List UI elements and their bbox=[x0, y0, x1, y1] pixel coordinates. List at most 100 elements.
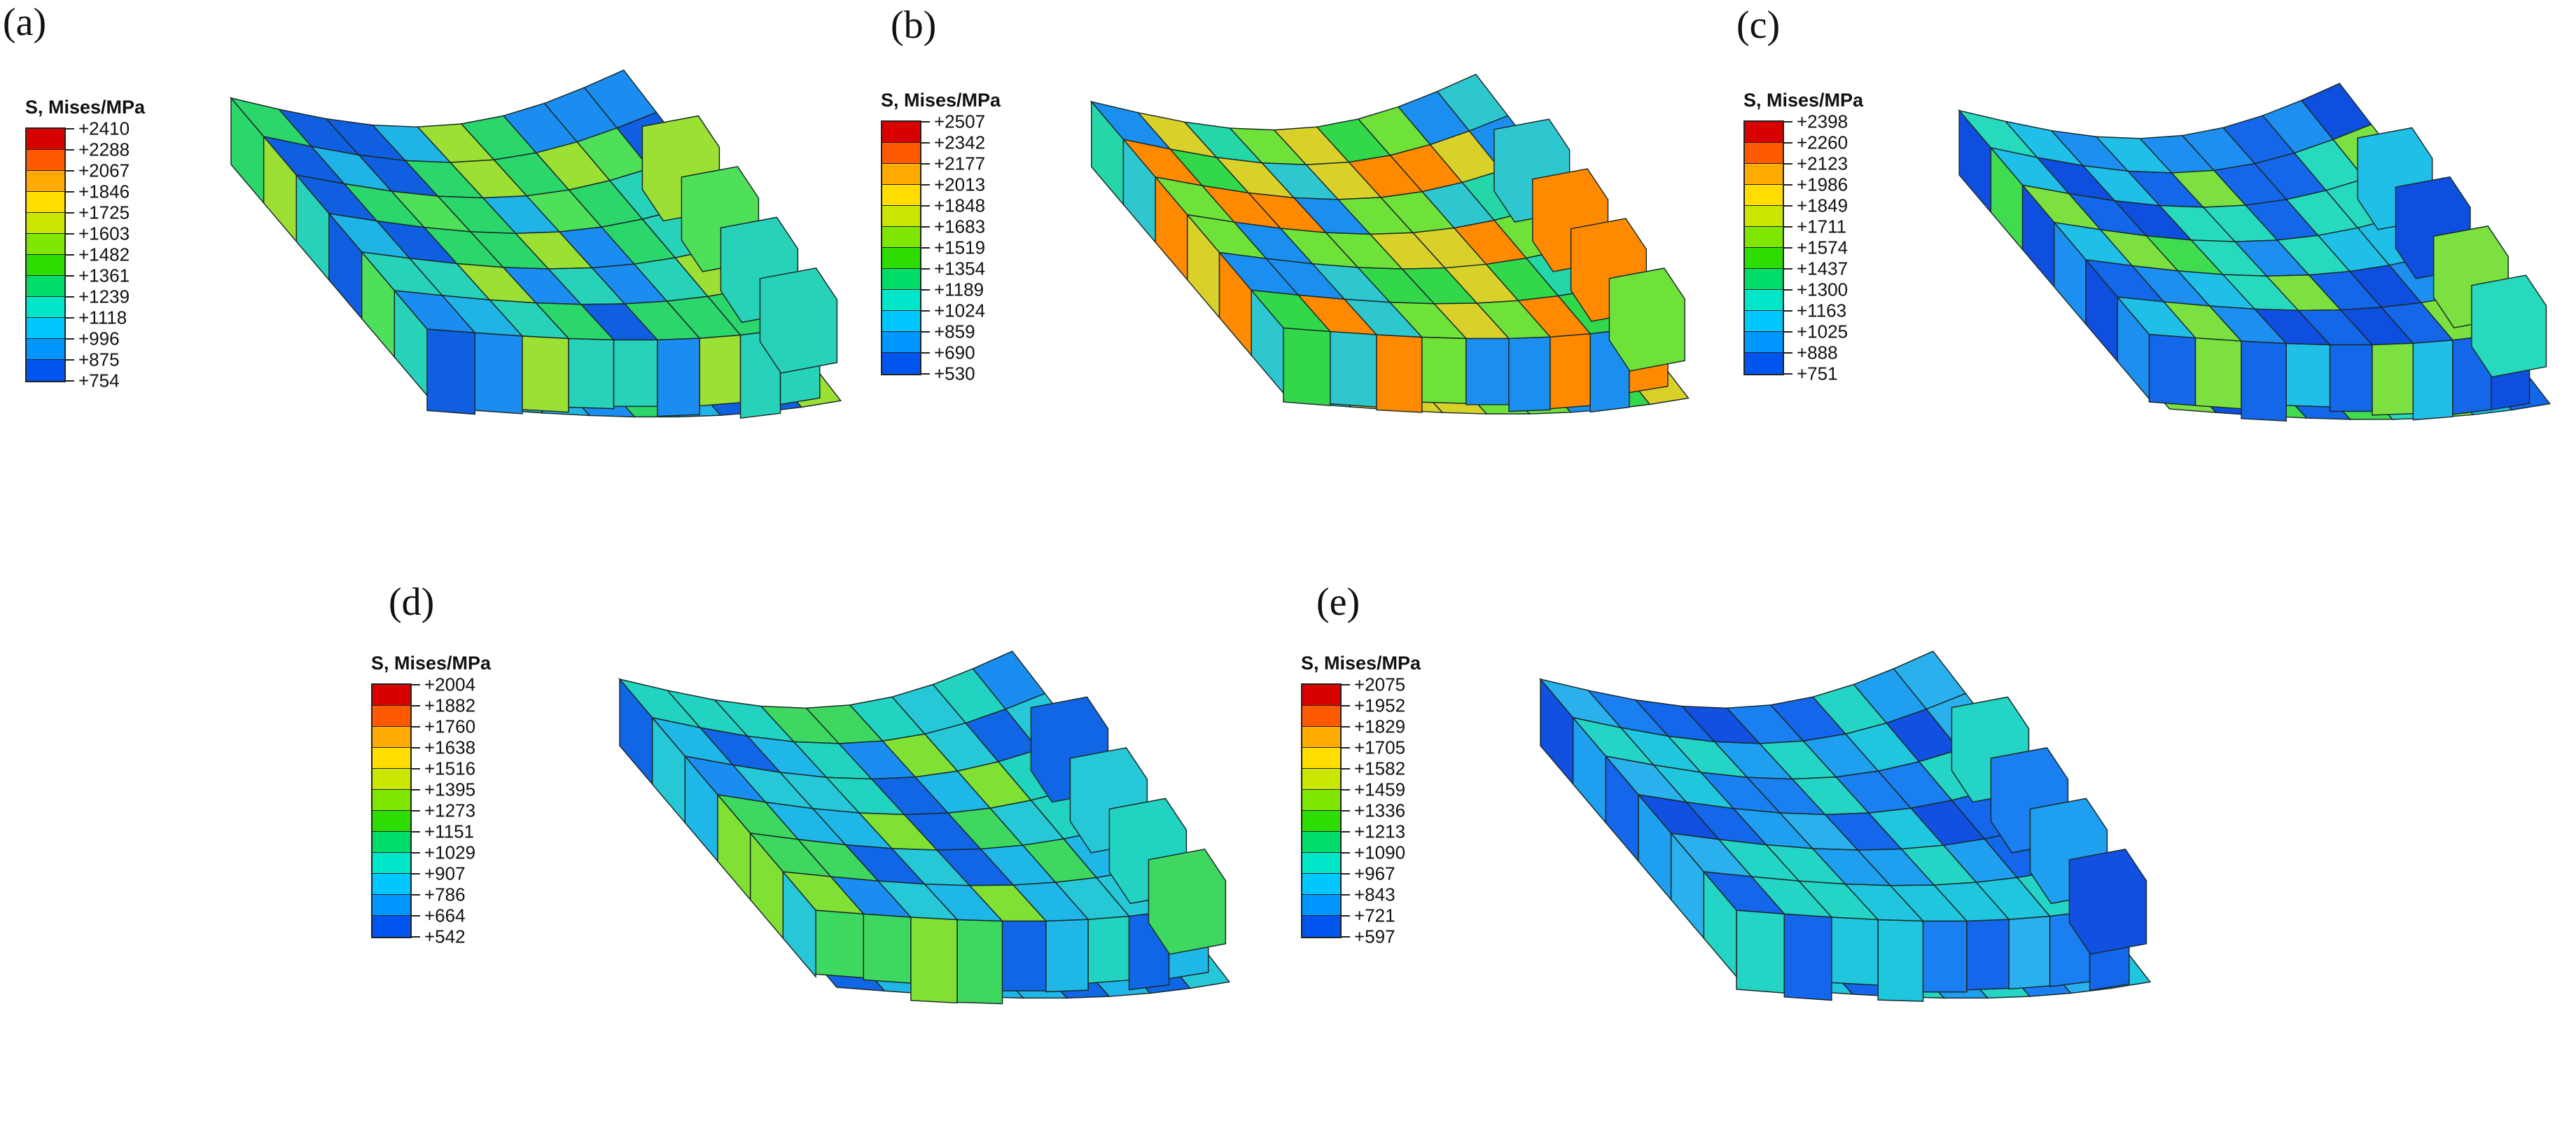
legend-tick bbox=[1783, 226, 1792, 228]
legend-value: +2342 bbox=[934, 132, 986, 153]
color-swatch bbox=[1302, 748, 1340, 769]
legend-tick bbox=[64, 212, 74, 214]
color-swatch bbox=[373, 769, 410, 790]
legend-value: +1829 bbox=[1354, 716, 1406, 737]
mesh-element bbox=[657, 337, 700, 417]
legend-tick bbox=[920, 142, 930, 144]
mesh-group bbox=[1089, 74, 1690, 415]
legend-value: +1848 bbox=[934, 195, 986, 216]
legend-tick bbox=[920, 310, 930, 312]
legend-value: +1952 bbox=[1354, 695, 1406, 716]
color-scale bbox=[371, 683, 412, 938]
legend-value: +1151 bbox=[424, 821, 475, 842]
legend-tick bbox=[1340, 789, 1350, 791]
color-swatch bbox=[27, 339, 64, 360]
mesh-element bbox=[2008, 915, 2051, 990]
color-swatch bbox=[373, 790, 410, 811]
legend-tick bbox=[1340, 810, 1350, 812]
mesh-element bbox=[2194, 337, 2242, 410]
legend-value: +1189 bbox=[934, 279, 984, 300]
legend-tick bbox=[920, 247, 930, 249]
mesh-element bbox=[1877, 919, 1924, 1002]
mesh-element bbox=[2471, 274, 2547, 378]
legend-value: +1024 bbox=[934, 300, 986, 321]
legend-tick bbox=[64, 191, 74, 193]
color-swatch bbox=[1302, 832, 1340, 853]
color-swatch bbox=[882, 164, 920, 185]
legend-value: +875 bbox=[78, 349, 120, 370]
color-swatch bbox=[373, 895, 410, 916]
legend-tick bbox=[410, 768, 420, 770]
panel-label: (a) bbox=[3, 1, 47, 44]
color-swatch bbox=[1302, 685, 1340, 706]
legend-value: +2004 bbox=[424, 674, 476, 695]
legend-tick bbox=[920, 352, 930, 354]
color-swatch bbox=[373, 916, 410, 937]
legend-tick bbox=[410, 936, 420, 938]
mesh-element bbox=[2285, 342, 2331, 408]
color-swatch bbox=[27, 297, 64, 318]
color-swatch bbox=[373, 706, 410, 727]
legend-value: +2260 bbox=[1797, 132, 1849, 153]
mesh-group bbox=[618, 650, 1231, 1005]
legend-tick bbox=[1783, 184, 1792, 186]
legend-value: +597 bbox=[1354, 926, 1395, 947]
legend-value: +1459 bbox=[1354, 779, 1406, 800]
color-swatch bbox=[27, 234, 64, 255]
color-swatch bbox=[1745, 353, 1783, 374]
legend-tick bbox=[1783, 352, 1792, 354]
legend-tick bbox=[920, 226, 930, 228]
color-swatch bbox=[882, 269, 920, 290]
legend-tick bbox=[1783, 247, 1792, 249]
color-swatch bbox=[1302, 895, 1340, 916]
mesh-element bbox=[568, 337, 615, 410]
mesh-element bbox=[1508, 336, 1551, 412]
legend-value: +2075 bbox=[1354, 674, 1406, 695]
mesh-element bbox=[1736, 910, 1785, 994]
color-swatch bbox=[1745, 122, 1783, 143]
stress-contour-model bbox=[618, 650, 1231, 1005]
legend-value: +1025 bbox=[1797, 321, 1849, 342]
mesh-element bbox=[1283, 327, 1331, 406]
mesh-element bbox=[1045, 919, 1089, 993]
mesh-element bbox=[815, 910, 865, 979]
legend-value: +1849 bbox=[1797, 195, 1849, 216]
mesh-element bbox=[1966, 919, 2010, 991]
color-swatch bbox=[1745, 143, 1783, 164]
color-swatch bbox=[27, 150, 64, 171]
legend-value: +843 bbox=[1354, 884, 1395, 905]
color-swatch bbox=[1302, 790, 1340, 811]
legend-tick bbox=[410, 810, 420, 812]
legend-tick bbox=[920, 163, 930, 165]
color-scale bbox=[1743, 120, 1784, 375]
panel-label: (d) bbox=[389, 580, 435, 624]
legend-value: +1519 bbox=[934, 237, 986, 258]
legend-tick bbox=[920, 268, 930, 270]
stress-contour-model bbox=[229, 69, 842, 419]
mesh-element bbox=[2329, 344, 2373, 412]
legend-value: +1638 bbox=[424, 737, 476, 758]
stress-contour-model bbox=[1958, 83, 2551, 422]
legend-tick bbox=[1340, 726, 1350, 727]
legend-value: +2410 bbox=[78, 118, 130, 139]
legend-value: +1482 bbox=[78, 244, 130, 265]
legend-tick bbox=[1783, 121, 1792, 123]
legend-value: +721 bbox=[1354, 905, 1395, 926]
legend-tick bbox=[1783, 268, 1792, 270]
legend-value: +907 bbox=[424, 863, 466, 884]
legend-value: +754 bbox=[78, 370, 120, 391]
legend-tick bbox=[410, 831, 420, 833]
legend-value: +1163 bbox=[1797, 300, 1847, 321]
legend-tick bbox=[1340, 684, 1350, 685]
legend-value: +786 bbox=[424, 884, 466, 905]
legend-tick bbox=[64, 359, 74, 361]
legend-value: +542 bbox=[424, 926, 466, 947]
legend-value: +1705 bbox=[1354, 737, 1406, 758]
color-swatch bbox=[1745, 185, 1783, 206]
legend-tick bbox=[64, 317, 74, 319]
color-swatch bbox=[373, 811, 410, 832]
color-swatch bbox=[882, 185, 920, 206]
mesh-element bbox=[1465, 337, 1510, 405]
color-swatch bbox=[1302, 811, 1340, 832]
legend-value: +1029 bbox=[424, 842, 476, 863]
